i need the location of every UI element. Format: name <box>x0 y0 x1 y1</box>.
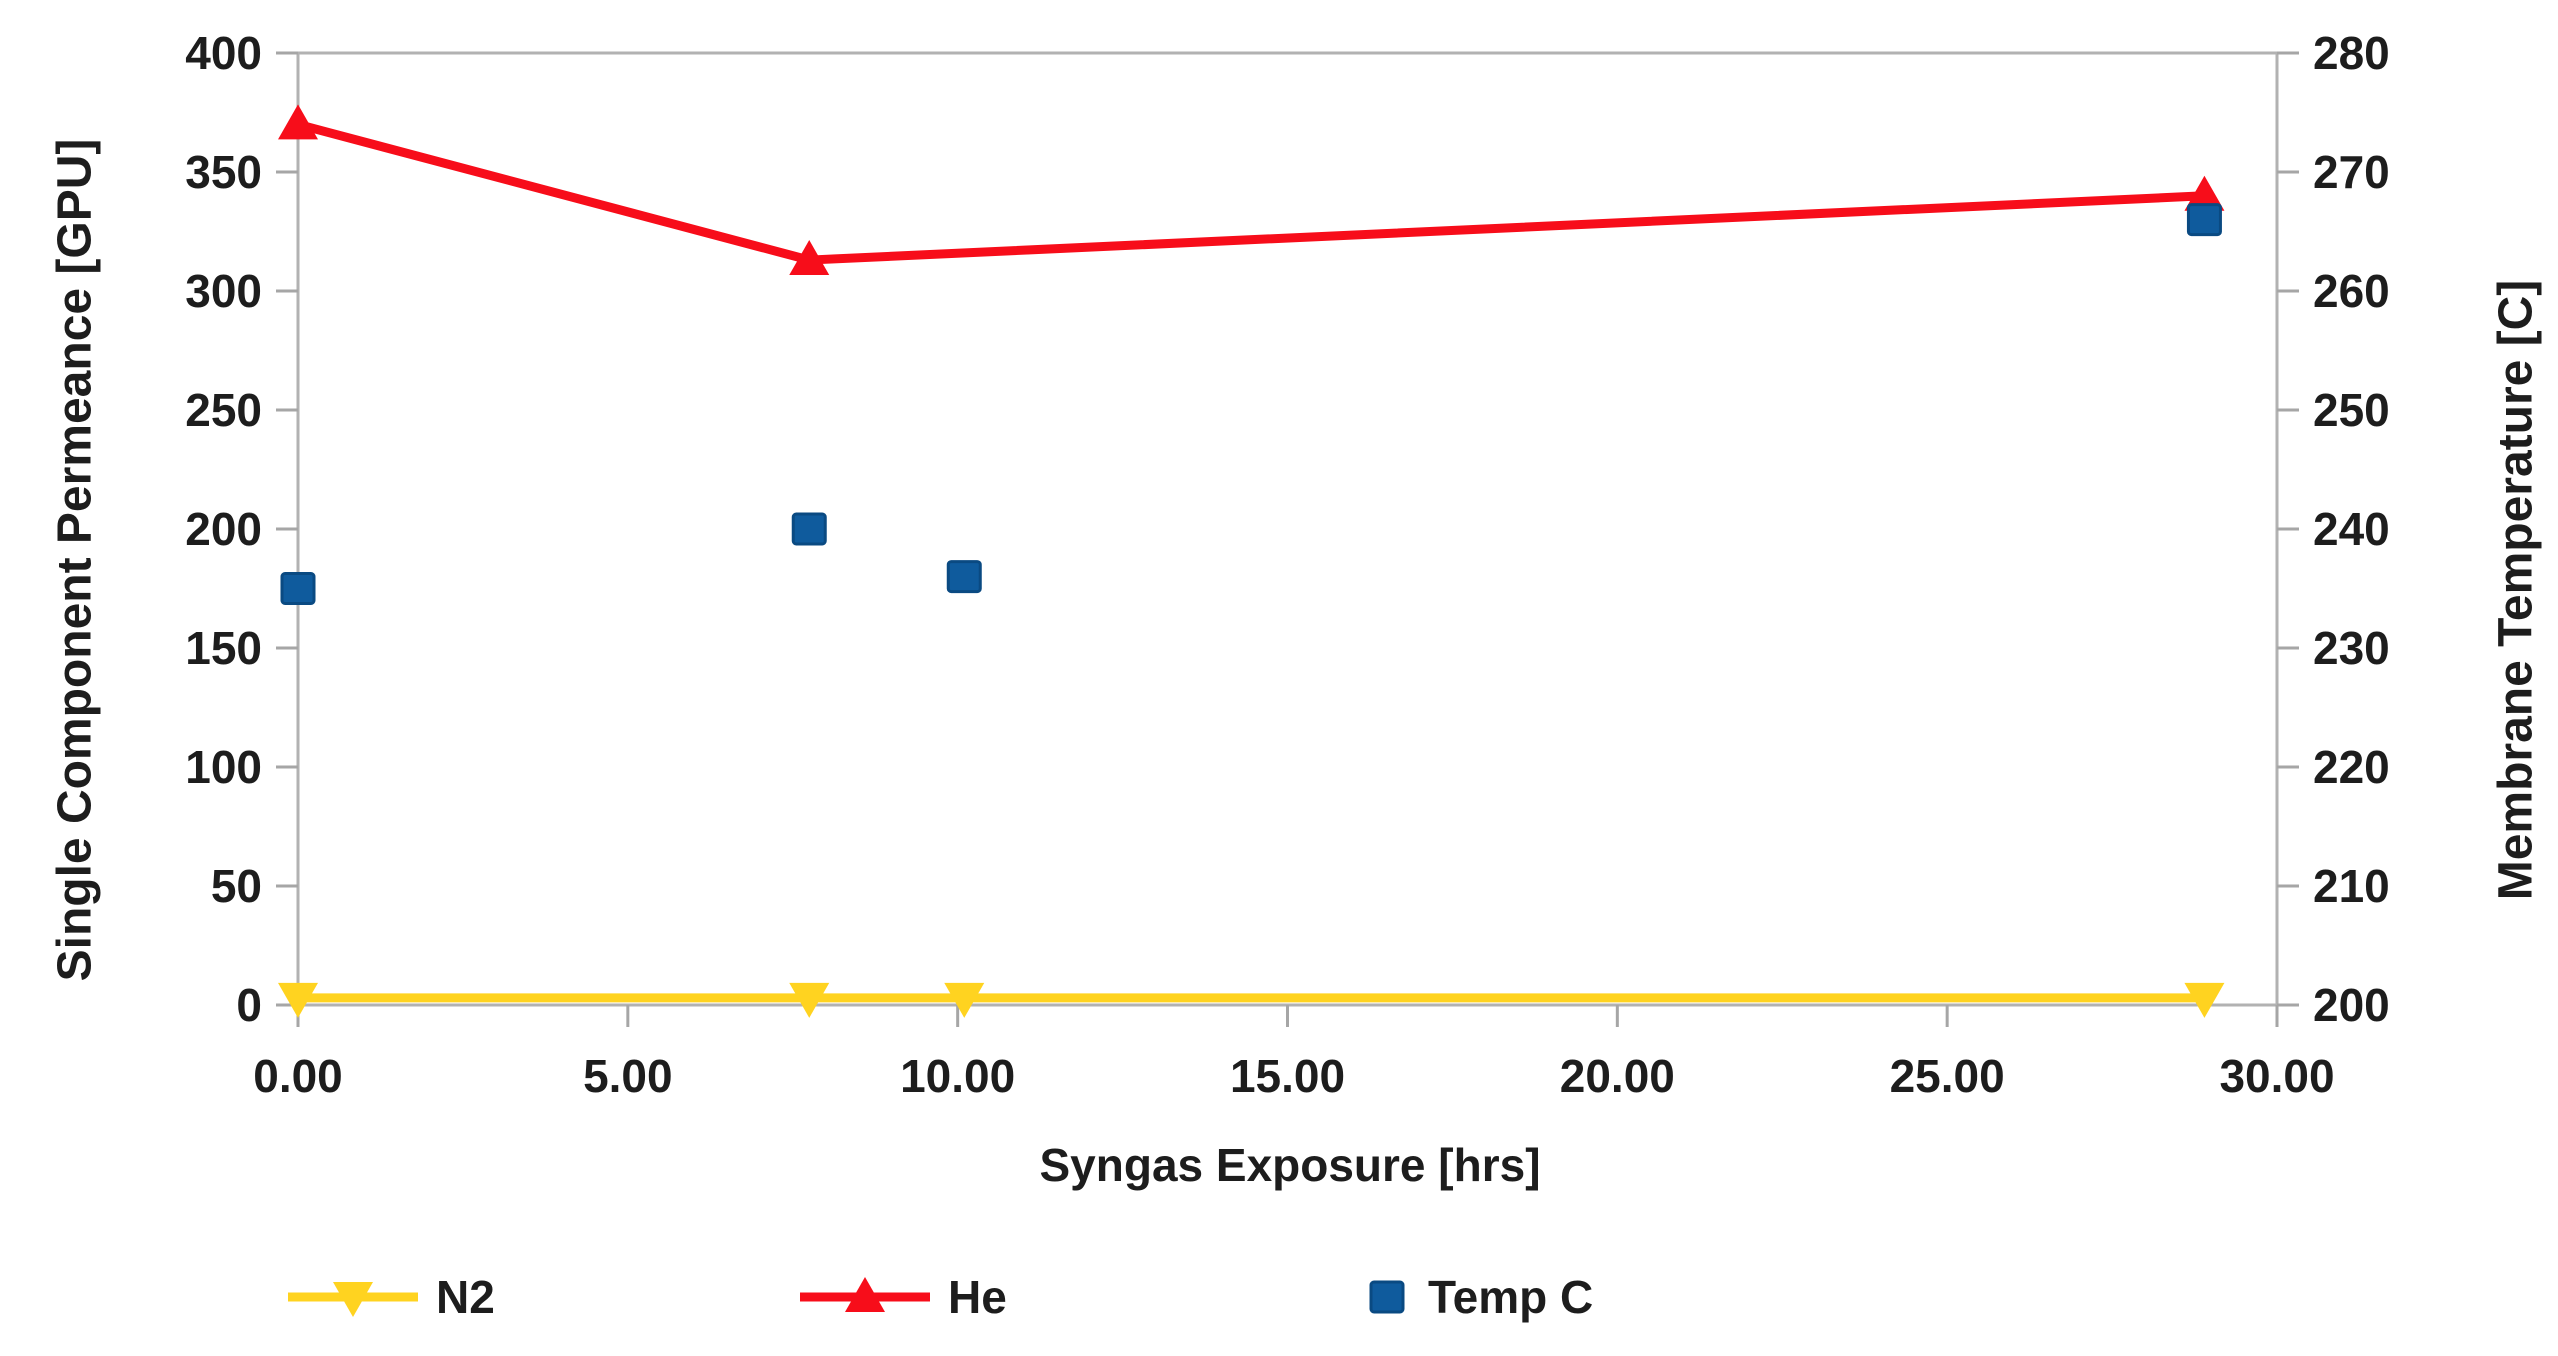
x-axis-title: Syngas Exposure [hrs] <box>1039 1139 1541 1191</box>
x-tick-label: 15.00 <box>1230 1050 1345 1102</box>
y-left-tick-label: 200 <box>185 503 262 555</box>
square-marker <box>2186 203 2222 237</box>
x-tick-label: 20.00 <box>1560 1050 1675 1102</box>
y-left-tick-label: 400 <box>185 27 262 79</box>
y-left-tick-label: 100 <box>185 741 262 793</box>
y-right-tick-label: 230 <box>2313 622 2390 674</box>
square-marker <box>791 512 827 546</box>
n2-series-marker-icon <box>288 1282 418 1317</box>
legend-label-n2: N2 <box>436 1271 495 1323</box>
y-left-tick-label: 0 <box>236 979 262 1031</box>
triangle-up-marker <box>278 104 318 140</box>
y-right-tick-label: 250 <box>2313 384 2390 436</box>
triangle-up-marker <box>789 240 830 276</box>
y-left-tick-label: 300 <box>185 265 262 317</box>
triangle-down-marker <box>2184 982 2225 1018</box>
legend-item-he: He <box>800 1265 1007 1329</box>
y-right-tick-label: 210 <box>2313 860 2390 912</box>
legend-item-temp: Temp C <box>1364 1265 1593 1329</box>
triangle-down-marker <box>789 982 830 1018</box>
plot-border <box>296 51 2279 1007</box>
y-axis-right-title: Membrane Temperature [C] <box>2489 279 2543 901</box>
legend-label-he: He <box>948 1271 1007 1323</box>
he-legend-glyph <box>845 1277 885 1312</box>
x-tick-label: 5.00 <box>583 1050 673 1102</box>
y-axis-left-title: Single Component Permeance [GPU] <box>48 138 102 982</box>
y-right-tick-label: 220 <box>2313 741 2390 793</box>
temp-series-marker-icon <box>1369 1280 1405 1314</box>
y-left-tick-label: 250 <box>185 384 262 436</box>
triangle-down-marker <box>944 982 985 1018</box>
he-series-marker-icon <box>800 1277 930 1312</box>
y-right-tick-label: 200 <box>2313 979 2390 1031</box>
legend-item-n2: N2 <box>288 1265 495 1329</box>
x-tick-label: 0.00 <box>253 1050 343 1102</box>
square-marker <box>280 572 316 605</box>
x-tick-label: 30.00 <box>2219 1050 2334 1102</box>
x-tick-label: 25.00 <box>1890 1050 2005 1102</box>
y-left-tick-label: 50 <box>211 860 262 912</box>
y-right-tick-label: 270 <box>2313 146 2390 198</box>
y-right-tick-label: 260 <box>2313 265 2390 317</box>
y-left-tick-label: 350 <box>185 146 262 198</box>
triangle-up-marker <box>2184 175 2225 211</box>
y-right-tick-label: 240 <box>2313 503 2390 555</box>
y-right-tick-label: 280 <box>2313 27 2390 79</box>
x-tick-label: 10.00 <box>900 1050 1015 1102</box>
triangle-down-marker <box>278 982 318 1018</box>
he-line <box>293 119 2209 265</box>
y-left-tick-label: 150 <box>185 622 262 674</box>
temp-c-legend-glyph <box>1369 1280 1405 1314</box>
n2-legend-glyph <box>333 1282 373 1317</box>
legend-label-temp: Temp C <box>1428 1271 1594 1323</box>
square-marker <box>946 560 982 594</box>
